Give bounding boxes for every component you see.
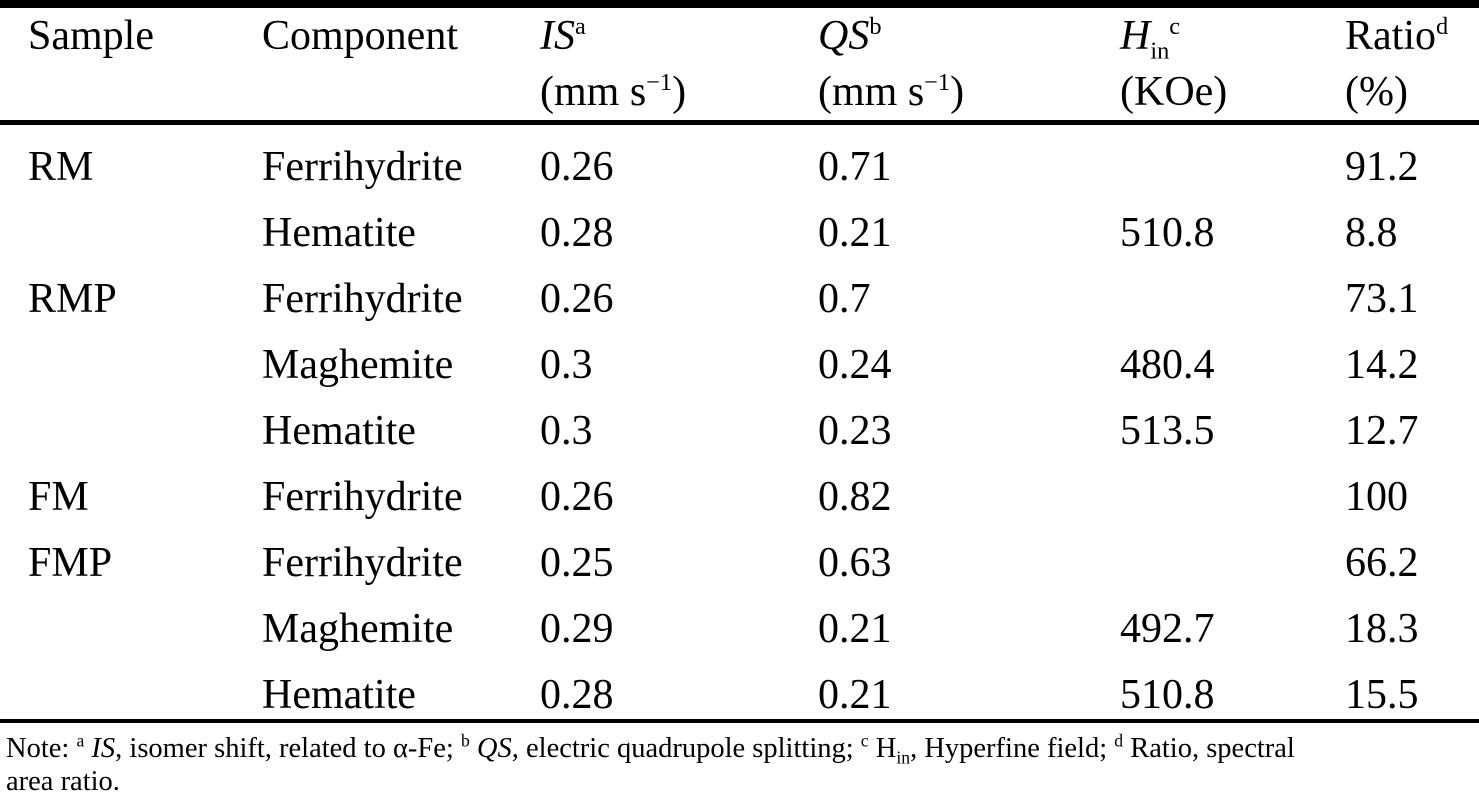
cell-component: Ferrihydrite xyxy=(262,276,463,322)
cell-hin: 513.5 xyxy=(1120,408,1215,454)
cell-ratio: 14.2 xyxy=(1345,342,1419,388)
table-body: RM Ferrihydrite 0.26 0.71 91.2 Hematite … xyxy=(0,123,1479,721)
cell-hin xyxy=(1120,123,1345,192)
cell-hin xyxy=(1120,455,1345,521)
cell-qs: 0.21 xyxy=(818,672,892,718)
cell-component: Maghemite xyxy=(262,342,454,388)
header-row: Sample Component ISa (mm s−1) QSb (mm s−… xyxy=(0,4,1479,123)
header-is-symbol: ISa xyxy=(540,13,586,59)
cell-component: Ferrihydrite xyxy=(262,540,463,586)
column-header-sample: Sample xyxy=(0,4,262,123)
table-row: FM Ferrihydrite 0.26 0.82 100 xyxy=(0,455,1479,521)
header-ratio-unit: (%) xyxy=(1345,69,1408,115)
cell-sample xyxy=(0,191,262,257)
header-qs-unit: (mm s−1) xyxy=(818,69,965,115)
cell-component: Ferrihydrite xyxy=(262,144,463,190)
header-qs-symbol: QSb xyxy=(818,13,882,59)
header-sample-label: Sample xyxy=(28,13,154,59)
header-hin-unit: (KOe) xyxy=(1120,69,1228,115)
table-row: Hematite 0.28 0.21 510.8 8.8 xyxy=(0,191,1479,257)
column-header-hin: Hinc (KOe) xyxy=(1120,4,1345,123)
cell-sample xyxy=(0,389,262,455)
cell-qs: 0.63 xyxy=(818,540,892,586)
cell-is: 0.26 xyxy=(540,276,614,322)
column-header-qs: QSb (mm s−1) xyxy=(818,4,1120,123)
cell-hin: 510.8 xyxy=(1120,210,1215,256)
cell-sample: FM xyxy=(28,474,89,520)
cell-component: Hematite xyxy=(262,210,416,256)
cell-qs: 0.7 xyxy=(818,276,871,322)
cell-component: Hematite xyxy=(262,672,416,718)
cell-hin xyxy=(1120,257,1345,323)
cell-component: Ferrihydrite xyxy=(262,474,463,520)
cell-is: 0.28 xyxy=(540,672,614,718)
footnote-marker-b: b xyxy=(869,13,882,40)
cell-sample: RMP xyxy=(28,276,117,322)
mossbauer-parameters-table: Sample Component ISa (mm s−1) QSb (mm s−… xyxy=(0,0,1479,721)
cell-is: 0.25 xyxy=(540,540,614,586)
cell-is: 0.3 xyxy=(540,342,593,388)
cell-is: 0.28 xyxy=(540,210,614,256)
column-header-ratio: Ratiod (%) xyxy=(1345,4,1479,123)
cell-qs: 0.24 xyxy=(818,342,892,388)
header-ratio-label: Ratiod xyxy=(1345,13,1449,59)
cell-hin xyxy=(1120,521,1345,587)
table-header: Sample Component ISa (mm s−1) QSb (mm s−… xyxy=(0,4,1479,123)
cell-ratio: 8.8 xyxy=(1345,210,1398,256)
footnote-marker-a: a xyxy=(575,13,586,40)
cell-hin: 492.7 xyxy=(1120,606,1215,652)
cell-ratio: 73.1 xyxy=(1345,276,1419,322)
footnote-marker-d: d xyxy=(1436,13,1449,40)
cell-is: 0.26 xyxy=(540,144,614,190)
cell-qs: 0.82 xyxy=(818,474,892,520)
header-hin-symbol: Hinc xyxy=(1120,13,1181,65)
cell-ratio: 12.7 xyxy=(1345,408,1419,454)
cell-ratio: 18.3 xyxy=(1345,606,1419,652)
table-row: Maghemite 0.3 0.24 480.4 14.2 xyxy=(0,323,1479,389)
table-row: RM Ferrihydrite 0.26 0.71 91.2 xyxy=(0,123,1479,192)
cell-qs: 0.71 xyxy=(818,144,892,190)
cell-sample: RM xyxy=(28,144,94,190)
table-row: Hematite 0.3 0.23 513.5 12.7 xyxy=(0,389,1479,455)
cell-component: Hematite xyxy=(262,408,416,454)
column-header-is: ISa (mm s−1) xyxy=(540,4,818,123)
cell-component: Maghemite xyxy=(262,606,454,652)
footnote-marker-c: c xyxy=(1169,13,1181,40)
cell-sample xyxy=(0,653,262,721)
cell-is: 0.26 xyxy=(540,474,614,520)
table-row: Maghemite 0.29 0.21 492.7 18.3 xyxy=(0,587,1479,653)
cell-sample xyxy=(0,587,262,653)
cell-sample xyxy=(0,323,262,389)
header-component-label: Component xyxy=(262,13,458,59)
cell-qs: 0.21 xyxy=(818,606,892,652)
cell-ratio: 91.2 xyxy=(1345,144,1419,190)
column-header-component: Component xyxy=(262,4,540,123)
cell-ratio: 100 xyxy=(1345,474,1408,520)
cell-qs: 0.21 xyxy=(818,210,892,256)
table-row: FMP Ferrihydrite 0.25 0.63 66.2 xyxy=(0,521,1479,587)
table-footnote: Note: a IS, isomer shift, related to α-F… xyxy=(6,730,1295,797)
cell-is: 0.29 xyxy=(540,606,614,652)
cell-sample: FMP xyxy=(28,540,113,586)
cell-ratio: 66.2 xyxy=(1345,540,1419,586)
header-is-unit: (mm s−1) xyxy=(540,69,687,115)
cell-hin: 510.8 xyxy=(1120,672,1215,718)
table-row: Hematite 0.28 0.21 510.8 15.5 xyxy=(0,653,1479,721)
cell-hin: 480.4 xyxy=(1120,342,1215,388)
table-row: RMP Ferrihydrite 0.26 0.7 73.1 xyxy=(0,257,1479,323)
cell-ratio: 15.5 xyxy=(1345,672,1419,718)
cell-is: 0.3 xyxy=(540,408,593,454)
cell-qs: 0.23 xyxy=(818,408,892,454)
